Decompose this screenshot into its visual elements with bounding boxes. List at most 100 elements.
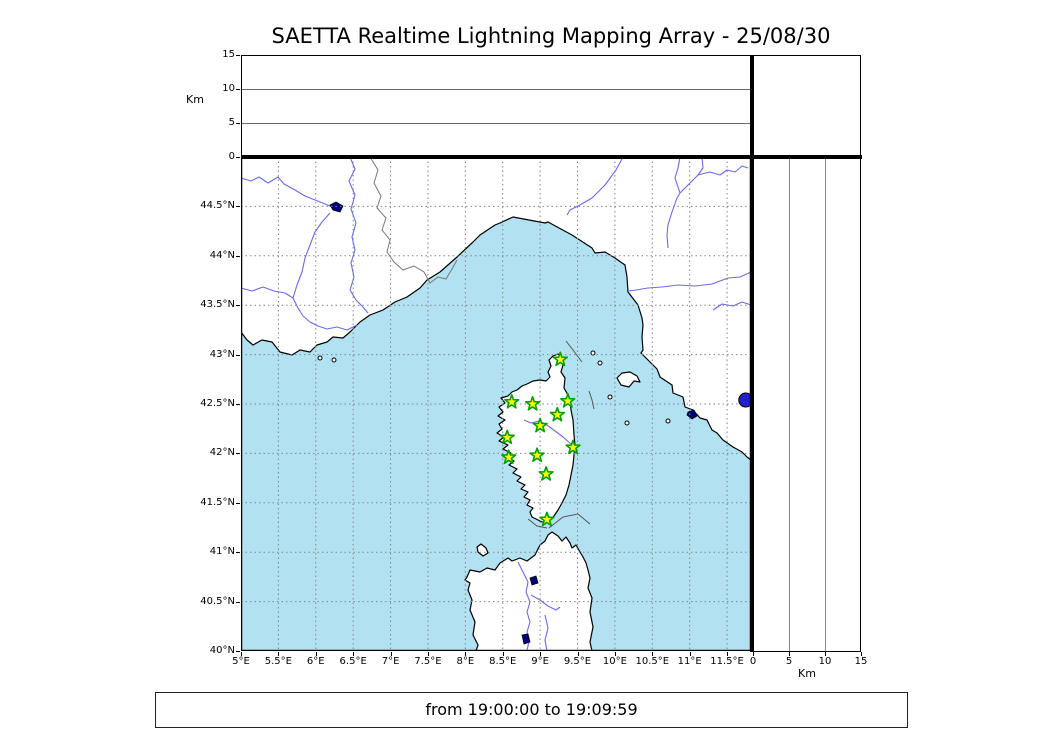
lon-tick-label: 8°E [456, 656, 475, 667]
tick-mark [236, 123, 240, 124]
boundary-segment [527, 518, 548, 529]
tick-mark [236, 552, 240, 554]
small-island [597, 360, 603, 366]
right-km-tick-label: 15 [854, 656, 868, 667]
lma-station-star [529, 447, 545, 462]
tick-mark [236, 305, 240, 307]
lat-tick-label: 41.5°N [200, 496, 235, 508]
right-km-axis-label: Km [798, 667, 816, 680]
corner-panel [753, 55, 861, 158]
elba-island [616, 371, 641, 388]
tick-mark [540, 652, 542, 656]
tick-mark [390, 652, 392, 656]
tick-mark [315, 652, 317, 656]
lat-tick-label: 40.5°N [200, 595, 235, 607]
tick-mark [236, 157, 240, 158]
lon-tick-label: 7.5°E [414, 656, 442, 667]
lma-station-star [549, 406, 565, 422]
lat-tick-label: 43°N [209, 348, 235, 360]
lon-tick-label: 10.5°E [635, 656, 670, 667]
small-island [317, 355, 323, 361]
tick-mark [236, 651, 240, 652]
lat-tick-label: 43.5°N [200, 299, 235, 311]
lake [329, 201, 344, 213]
lma-station-star [499, 429, 515, 445]
tick-mark [236, 404, 240, 405]
boundary-segment [565, 340, 583, 363]
river [241, 286, 294, 299]
altitude-longitude-panel [241, 55, 752, 158]
lma-station-star [525, 396, 541, 411]
lma-station-star [538, 466, 554, 481]
shared-horizontal-spine [241, 155, 862, 159]
right-km-tick-label: 10 [818, 656, 832, 667]
tick-mark [753, 652, 754, 656]
altitude-axis-label: Km [186, 93, 204, 106]
shared-vertical-spine [750, 55, 754, 652]
lon-tick-label: 8.5°E [489, 656, 517, 667]
tick-mark [236, 354, 240, 356]
tick-mark [689, 652, 691, 656]
lon-tick-label: 5.5°E [264, 656, 292, 667]
right-panel-gridline [825, 158, 826, 651]
asinara-island [476, 543, 489, 557]
lat-tick-label: 44.5°N [200, 200, 235, 212]
lon-tick-label: 5°E [232, 656, 250, 667]
lake [521, 633, 531, 645]
tick-mark [465, 652, 467, 656]
lake [529, 575, 539, 586]
small-island [607, 394, 613, 400]
altitude-tick-label: 0 [228, 151, 235, 162]
lon-tick-label: 9°E [531, 656, 549, 667]
tick-mark [825, 652, 826, 656]
right-km-tick-label: 5 [785, 656, 793, 667]
tick-mark [727, 652, 729, 656]
lon-tick-label: 6.5°E [339, 656, 367, 667]
small-island [665, 418, 671, 424]
lon-tick-label: 9.5°E [563, 656, 592, 667]
tick-mark [236, 89, 240, 90]
lon-tick-label: 11.5°E [710, 656, 744, 667]
river [292, 212, 358, 331]
tick-mark [236, 255, 240, 257]
tick-mark [236, 206, 240, 208]
lon-tick-label: 6°E [306, 656, 325, 667]
river [697, 165, 749, 176]
lon-tick-label: 7°E [381, 656, 400, 667]
tick-mark [861, 652, 862, 656]
altitude-tick-label: 10 [222, 83, 235, 94]
time-range-text: from 19:00:00 to 19:09:59 [425, 700, 638, 719]
tick-mark [236, 601, 240, 603]
tick-mark [652, 652, 654, 656]
lat-tick-label: 44°N [209, 249, 235, 261]
small-island [331, 357, 337, 363]
lat-tick-label: 41°N [209, 546, 235, 558]
tick-mark [789, 652, 790, 656]
lat-tick-label: 42.5°N [200, 398, 235, 409]
right-panel-gridline [789, 158, 790, 651]
river [530, 594, 561, 611]
lake [686, 409, 698, 420]
tick-mark [236, 502, 240, 504]
lon-tick-label: 10°E [602, 656, 627, 667]
lat-tick-label: 42°N [209, 447, 235, 459]
lma-station-star [539, 511, 555, 527]
river [544, 614, 549, 651]
tick-mark [353, 652, 355, 656]
tick-mark [236, 453, 240, 455]
lat-tick-label: 40°N [209, 645, 235, 656]
tick-mark [278, 652, 280, 656]
boundary-segment [588, 390, 595, 410]
altitude-gridline [242, 123, 751, 124]
lightning-event-dot [738, 392, 751, 408]
tick-mark [614, 652, 616, 656]
river [628, 271, 751, 292]
mainland [241, 157, 751, 461]
small-island [624, 420, 630, 426]
right-km-tick-label: 0 [749, 656, 757, 667]
lma-station-star [560, 393, 576, 408]
page-title: SAETTA Realtime Lightning Mapping Array … [271, 24, 831, 48]
altitude-tick-label: 15 [222, 49, 235, 60]
river [566, 157, 624, 216]
